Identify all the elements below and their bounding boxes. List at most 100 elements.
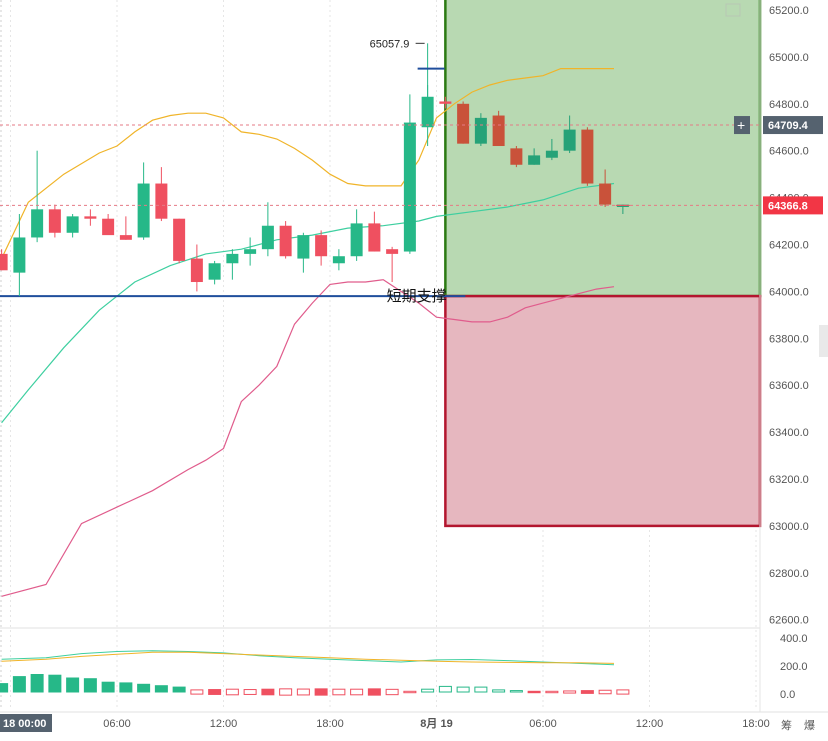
volume-bar bbox=[225, 688, 239, 696]
volume-bar bbox=[350, 688, 364, 696]
candle-body bbox=[208, 263, 221, 280]
price-axis: 65200.065000.064800.064600.064400.064200… bbox=[734, 0, 823, 712]
candle-body bbox=[421, 96, 434, 128]
bollinger-bands bbox=[1, 68, 615, 597]
volume-bar bbox=[492, 689, 506, 693]
add-alert-button[interactable]: + bbox=[734, 116, 750, 135]
volume-bar bbox=[0, 683, 9, 693]
price-tick-label: 63000.0 bbox=[769, 521, 809, 533]
candle-body bbox=[492, 115, 505, 147]
volume-bar bbox=[580, 690, 594, 694]
volume-slow-line bbox=[1, 651, 615, 664]
candle-body bbox=[48, 209, 61, 233]
volume-bar bbox=[527, 690, 541, 694]
volume-bar bbox=[403, 690, 417, 694]
volume-bar bbox=[154, 685, 168, 693]
candle-body bbox=[244, 249, 257, 254]
volume-bar bbox=[172, 686, 186, 693]
price-tick-label: 62600.0 bbox=[769, 615, 809, 627]
volume-bar bbox=[456, 686, 470, 693]
position-zones bbox=[444, 0, 762, 528]
support-label: 短期支撑 bbox=[387, 287, 447, 305]
candle-body bbox=[279, 225, 292, 257]
candle-body bbox=[599, 183, 612, 205]
candle-body bbox=[226, 253, 239, 264]
candle-body bbox=[119, 235, 132, 240]
middle-band-line bbox=[1, 182, 615, 424]
volume-bar bbox=[243, 689, 257, 695]
volume-bar bbox=[137, 683, 151, 693]
volume-tick-label: 200.0 bbox=[780, 661, 808, 673]
volume-tick-label: 0.0 bbox=[780, 689, 795, 701]
candle-body bbox=[155, 183, 168, 219]
volume-bar bbox=[12, 676, 26, 693]
candle-body bbox=[297, 235, 310, 259]
chip-distribution-icon: 筹 bbox=[781, 718, 792, 732]
corner-controls: 筹爆 bbox=[725, 3, 828, 732]
candle-body bbox=[457, 103, 470, 144]
volume-bar bbox=[48, 674, 62, 693]
candle-body bbox=[350, 223, 363, 257]
volume-panel bbox=[0, 627, 760, 696]
time-tick-label: 18:00 bbox=[742, 718, 770, 730]
time-tick-label: 8月 19 bbox=[420, 717, 452, 730]
candle-body bbox=[386, 249, 399, 254]
price-tick-label: 63400.0 bbox=[769, 427, 809, 439]
max-price-label: 65057.9 bbox=[370, 38, 410, 50]
candle-body bbox=[261, 225, 274, 250]
price-tick-label: 64800.0 bbox=[769, 99, 809, 111]
candle-body bbox=[510, 148, 523, 165]
candle-body bbox=[66, 216, 79, 233]
volume-bar bbox=[119, 682, 133, 693]
price-tick-label: 62800.0 bbox=[769, 568, 809, 580]
volume-bar bbox=[83, 678, 97, 693]
time-tick-label: 06:00 bbox=[103, 718, 131, 730]
volume-bar bbox=[208, 689, 222, 695]
time-tag-bg bbox=[0, 714, 52, 732]
volume-bar bbox=[438, 685, 452, 693]
candle-body bbox=[403, 122, 416, 252]
price-tick-label: 64200.0 bbox=[769, 240, 809, 252]
time-tick-label: 18:00 bbox=[316, 718, 344, 730]
volume-bar bbox=[279, 688, 293, 696]
loss-zone bbox=[444, 294, 762, 528]
fullscreen-icon bbox=[725, 3, 741, 17]
lower-band-line bbox=[1, 279, 615, 597]
current-price-tag: 64366.8 bbox=[768, 200, 808, 212]
support-line-group: 短期支撑 bbox=[0, 287, 466, 305]
price-tick-label: 64600.0 bbox=[769, 146, 809, 158]
current-price-tag-bg bbox=[763, 196, 823, 215]
candles bbox=[0, 85, 629, 297]
candle-body bbox=[315, 235, 328, 257]
time-tick-label: 12:00 bbox=[210, 718, 238, 730]
time-tick-label: 12:00 bbox=[636, 718, 664, 730]
candle-body bbox=[137, 183, 150, 238]
candle-body bbox=[563, 129, 576, 151]
upper-band-line bbox=[1, 68, 614, 259]
crosshair-price-tag: 64709.4 bbox=[768, 120, 809, 132]
volume-bar bbox=[545, 690, 559, 694]
candle-body bbox=[474, 117, 487, 144]
candle-body bbox=[13, 237, 26, 273]
profit-zone bbox=[444, 0, 762, 298]
candle-body bbox=[439, 101, 452, 104]
candle-body bbox=[84, 216, 97, 219]
candle-body bbox=[102, 218, 115, 236]
time-tag-label: 18 00:00 bbox=[3, 718, 46, 730]
volume-bar bbox=[296, 688, 310, 696]
volume-bar bbox=[385, 688, 399, 696]
volume-fast-line bbox=[1, 650, 615, 666]
volume-bar bbox=[101, 681, 115, 693]
collapse-handle bbox=[819, 325, 828, 357]
volume-bar bbox=[616, 689, 630, 695]
liquidation-icon: 爆 bbox=[804, 718, 815, 732]
price-tick-label: 63200.0 bbox=[769, 474, 809, 486]
volume-bar bbox=[598, 689, 612, 695]
candle-body bbox=[528, 155, 541, 165]
time-axis: 18 00:00 06:00 12:00 18:00 8月 19 06:00 12:00 18… bbox=[0, 711, 828, 732]
plus-icon: + bbox=[737, 117, 745, 133]
volume-bar bbox=[314, 688, 328, 696]
candle-body bbox=[173, 218, 186, 261]
time-tick-label: 06:00 bbox=[529, 718, 557, 730]
candle-body bbox=[581, 129, 594, 184]
